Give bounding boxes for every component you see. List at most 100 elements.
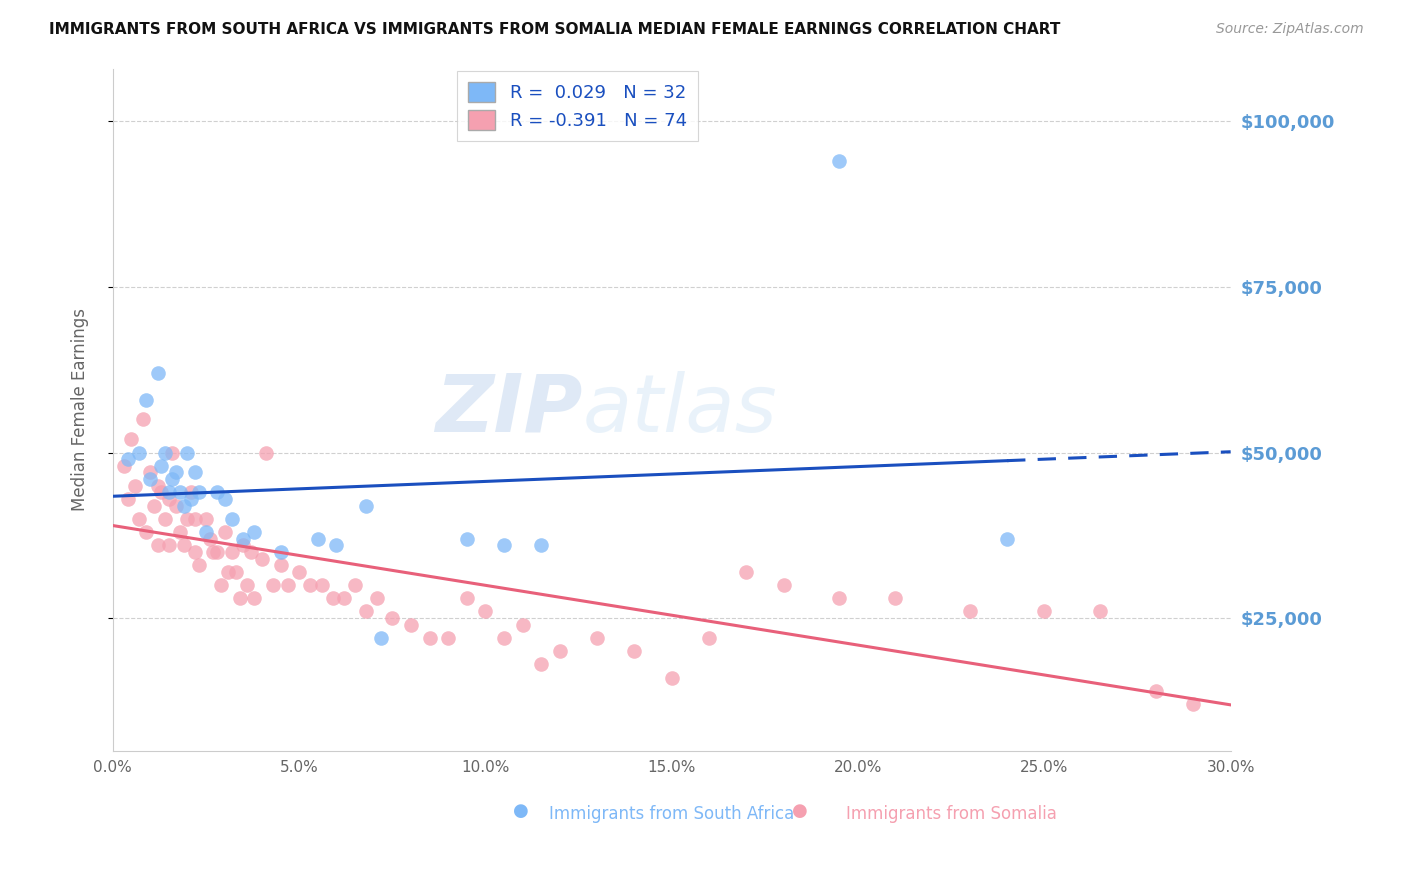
Y-axis label: Median Female Earnings: Median Female Earnings: [72, 308, 89, 511]
Point: [243, 591, 266, 606]
Point: [311, 578, 333, 592]
Point: [1033, 605, 1056, 619]
Point: [142, 499, 165, 513]
Point: [288, 565, 311, 579]
Point: [344, 578, 367, 592]
Point: [228, 591, 250, 606]
Point: [112, 458, 135, 473]
Point: [370, 631, 392, 645]
Point: [239, 545, 262, 559]
Text: ZIP: ZIP: [434, 370, 582, 449]
Point: [250, 551, 273, 566]
Point: [697, 631, 720, 645]
Point: [270, 558, 292, 573]
Point: [1090, 605, 1112, 619]
Point: [277, 578, 299, 592]
Point: [217, 565, 239, 579]
Point: [176, 445, 198, 459]
Point: [236, 578, 259, 592]
Point: [165, 499, 187, 513]
Point: [307, 532, 329, 546]
Point: [437, 631, 460, 645]
Point: [202, 545, 225, 559]
Point: [325, 538, 347, 552]
Point: [354, 605, 377, 619]
Point: [1144, 684, 1167, 698]
Point: [150, 458, 173, 473]
Point: [184, 466, 207, 480]
Point: [162, 445, 184, 459]
Point: [195, 524, 218, 539]
Point: [243, 524, 266, 539]
Point: [995, 532, 1018, 546]
Point: [184, 545, 207, 559]
Point: [121, 433, 143, 447]
Point: [146, 478, 169, 492]
Point: [117, 452, 139, 467]
Point: [530, 538, 553, 552]
Point: [419, 631, 441, 645]
Point: [221, 545, 243, 559]
Point: [399, 617, 422, 632]
Point: [131, 412, 153, 426]
Point: [322, 591, 344, 606]
Point: [884, 591, 907, 606]
Text: ●: ●: [793, 802, 808, 820]
Point: [153, 512, 176, 526]
Point: [195, 512, 218, 526]
Point: [187, 485, 209, 500]
Point: [117, 491, 139, 506]
Text: ●: ●: [513, 802, 529, 820]
Point: [135, 524, 157, 539]
Point: [205, 485, 228, 500]
Point: [333, 591, 356, 606]
Point: [180, 485, 202, 500]
Point: [494, 631, 516, 645]
Point: [209, 578, 232, 592]
Text: Source: ZipAtlas.com: Source: ZipAtlas.com: [1216, 22, 1364, 37]
Point: [366, 591, 388, 606]
Point: [530, 657, 553, 672]
Point: [586, 631, 609, 645]
Point: [354, 499, 377, 513]
Point: [124, 478, 146, 492]
Point: [128, 512, 150, 526]
Text: Immigrants from Somalia: Immigrants from Somalia: [846, 805, 1057, 823]
Text: atlas: atlas: [582, 370, 778, 449]
Point: [270, 545, 292, 559]
Point: [162, 472, 184, 486]
Point: [456, 532, 478, 546]
Point: [157, 538, 180, 552]
Point: [214, 491, 236, 506]
Point: [661, 671, 683, 685]
Point: [165, 466, 187, 480]
Point: [139, 472, 162, 486]
Point: [225, 565, 247, 579]
Point: [828, 154, 851, 169]
Point: [139, 466, 162, 480]
Text: IMMIGRANTS FROM SOUTH AFRICA VS IMMIGRANTS FROM SOMALIA MEDIAN FEMALE EARNINGS C: IMMIGRANTS FROM SOUTH AFRICA VS IMMIGRAN…: [49, 22, 1060, 37]
Point: [180, 491, 202, 506]
Point: [157, 485, 180, 500]
Point: [254, 445, 277, 459]
Text: Immigrants from South Africa: Immigrants from South Africa: [550, 805, 794, 823]
Point: [221, 512, 243, 526]
Point: [176, 512, 198, 526]
Point: [512, 617, 534, 632]
Point: [262, 578, 284, 592]
Point: [494, 538, 516, 552]
Point: [146, 538, 169, 552]
Point: [184, 512, 207, 526]
Point: [735, 565, 758, 579]
Legend: R =  0.029   N = 32, R = -0.391   N = 74: R = 0.029 N = 32, R = -0.391 N = 74: [457, 70, 697, 141]
Point: [157, 491, 180, 506]
Point: [623, 644, 645, 658]
Point: [381, 611, 404, 625]
Point: [548, 644, 571, 658]
Point: [959, 605, 981, 619]
Point: [474, 605, 496, 619]
Point: [232, 532, 254, 546]
Point: [828, 591, 851, 606]
Point: [150, 485, 173, 500]
Point: [128, 445, 150, 459]
